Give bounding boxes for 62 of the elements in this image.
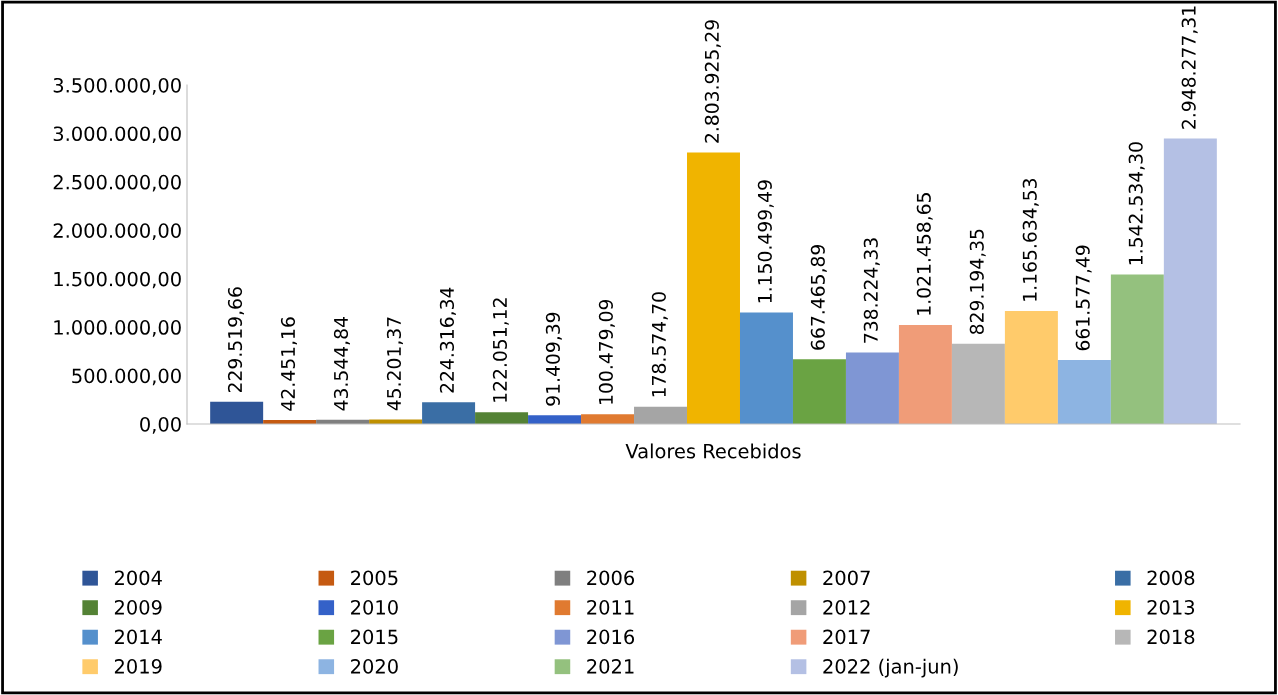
bar (1110, 274, 1164, 424)
data-label: 829.194,35 (969, 229, 986, 335)
legend-label: 2005 (351, 570, 398, 586)
bar (1004, 311, 1058, 424)
data-label: 43.544,84 (333, 317, 350, 411)
bar (845, 352, 899, 424)
y-tick-label: 3.000.000,00 (53, 126, 181, 144)
y-tick-label: 0,00 (140, 416, 181, 434)
bar (634, 406, 688, 424)
y-tick-label: 3.500.000,00 (53, 77, 181, 95)
data-label: 2.948.277,31 (1181, 6, 1198, 129)
bar (1057, 359, 1111, 424)
y-tick-label: 500.000,00 (72, 368, 181, 386)
legend-label: 2010 (351, 600, 398, 615)
bar (687, 152, 740, 424)
data-label: 224.316,34 (439, 287, 456, 393)
legend-label: 2014 (114, 629, 162, 645)
bar (475, 412, 529, 424)
legend-label: 2017 (823, 629, 870, 645)
data-label: 2.803.925,29 (704, 20, 721, 143)
legend-label: 2011 (587, 600, 634, 615)
legend-label: 2004 (114, 570, 162, 586)
legend-label: 2022 (jan-jun) (823, 658, 958, 678)
bar (422, 402, 476, 424)
y-tick-label: 2.500.000,00 (53, 174, 181, 192)
legend-label: 2020 (351, 659, 398, 674)
data-label: 45.201,37 (386, 317, 403, 411)
data-label: 42.451,16 (280, 317, 297, 411)
legend-label: 2007 (823, 570, 870, 586)
legend-label: 2018 (1147, 629, 1195, 645)
legend-label: 2006 (587, 570, 635, 586)
legend-label: 2009 (114, 600, 162, 615)
data-label: 1.021.458,65 (916, 193, 933, 315)
legend-label: 2021 (587, 659, 634, 674)
data-label: 100.479,09 (598, 299, 615, 404)
data-label: 229.519,66 (227, 287, 245, 393)
data-label: 122.051,12 (492, 298, 509, 402)
y-tick-label: 1.500.000,00 (54, 271, 181, 289)
legend-label: 2016 (587, 629, 635, 645)
bar (898, 325, 952, 424)
bar (1163, 138, 1217, 424)
x-tick-label: Valores Recebidos (625, 443, 801, 459)
bar (528, 415, 582, 424)
data-label: 178.574,70 (651, 292, 668, 397)
legend-label: 2012 (823, 600, 870, 615)
data-label: 1.542.534,30 (1128, 142, 1145, 265)
bar (210, 401, 264, 424)
bar (739, 312, 793, 424)
legend-label: 2013 (1147, 600, 1195, 615)
y-tick-label: 2.000.000,00 (53, 223, 181, 240)
data-label: 661.577,49 (1075, 245, 1092, 351)
legend-label: 2019 (114, 659, 162, 674)
legend-label: 2015 (351, 629, 398, 645)
data-label: 738.224,33 (863, 238, 880, 343)
data-label: 1.165.634,53 (1022, 179, 1039, 301)
bar (581, 414, 635, 424)
data-label: 91.409,39 (545, 312, 562, 406)
y-tick-label: 1.000.000,00 (54, 320, 181, 337)
bar (792, 359, 846, 424)
legend-label: 2008 (1147, 570, 1195, 586)
data-label: 667.465,89 (810, 244, 827, 350)
data-label: 1.150.499,49 (757, 180, 774, 303)
